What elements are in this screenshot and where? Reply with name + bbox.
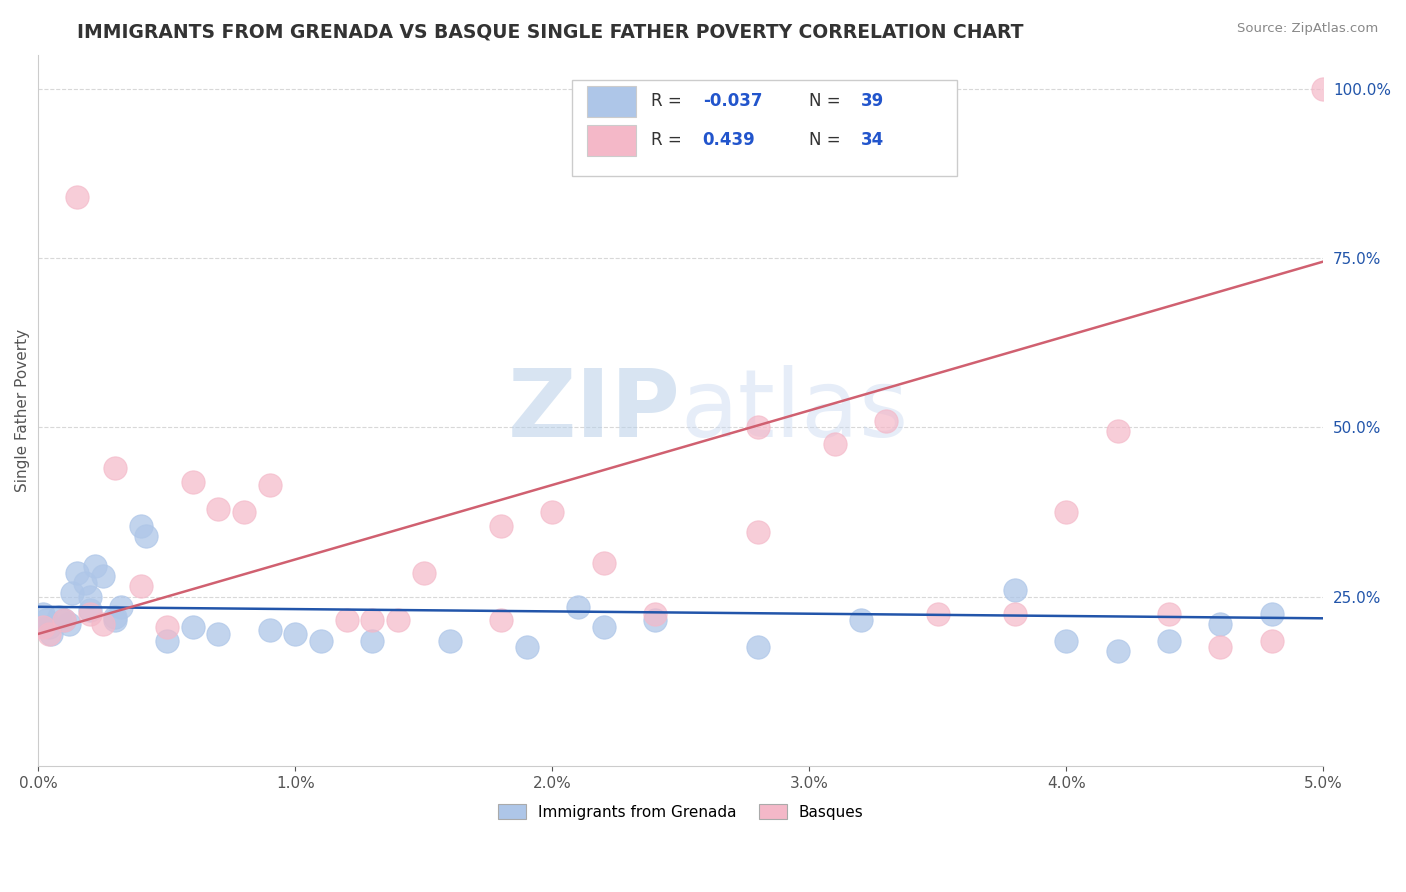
FancyBboxPatch shape (586, 125, 636, 156)
Point (284, 627, 307, 641)
Point (35, 613, 58, 627)
Point (39, 627, 62, 641)
Point (91, 616, 114, 631)
Point (66, 190, 89, 204)
Point (83, 559, 105, 574)
FancyBboxPatch shape (572, 80, 957, 176)
Point (32, 620, 55, 634)
Point (489, 518, 512, 533)
Point (259, 478, 281, 492)
FancyBboxPatch shape (586, 86, 636, 117)
Point (1107, 644, 1129, 658)
Point (232, 505, 254, 519)
Point (104, 610, 127, 624)
Point (73, 576, 96, 591)
Point (48, 610, 70, 624)
Point (644, 613, 666, 627)
Point (66, 566, 89, 580)
Point (79, 607, 101, 621)
Point (412, 566, 434, 580)
Point (387, 613, 409, 627)
Point (1157, 633, 1180, 648)
Point (747, 640, 769, 655)
Point (516, 640, 538, 655)
Point (110, 599, 132, 614)
Point (592, 556, 614, 570)
Legend: Immigrants from Grenada, Basques: Immigrants from Grenada, Basques (492, 797, 870, 826)
Point (58, 616, 80, 631)
Point (1261, 633, 1284, 648)
Point (361, 613, 384, 627)
Point (1107, 424, 1129, 438)
Point (53, 613, 76, 627)
Point (1157, 607, 1180, 621)
Point (1209, 616, 1232, 631)
Point (104, 613, 127, 627)
Point (1209, 640, 1232, 655)
Point (1261, 607, 1284, 621)
Point (181, 475, 204, 489)
Text: R =: R = (651, 131, 688, 150)
Point (489, 613, 512, 627)
Point (927, 607, 949, 621)
Point (541, 505, 564, 519)
Point (824, 437, 846, 451)
Point (849, 613, 872, 627)
Point (207, 501, 229, 516)
Point (592, 620, 614, 634)
Point (1004, 582, 1026, 597)
Text: N =: N = (810, 93, 846, 111)
Text: ZIP: ZIP (508, 365, 681, 457)
Point (207, 627, 229, 641)
Point (38, 627, 60, 641)
Point (567, 599, 589, 614)
Point (129, 580, 152, 594)
Point (875, 414, 897, 428)
Text: 0.439: 0.439 (703, 131, 755, 150)
Point (747, 525, 769, 540)
Point (1054, 505, 1077, 519)
Point (439, 633, 461, 648)
Point (91, 569, 114, 583)
Point (309, 633, 332, 648)
Point (129, 518, 152, 533)
Point (1054, 633, 1077, 648)
Y-axis label: Single Father Poverty: Single Father Poverty (15, 329, 30, 492)
Point (156, 633, 179, 648)
Point (135, 529, 157, 543)
Point (32, 607, 55, 621)
Point (1004, 607, 1026, 621)
Point (259, 624, 281, 638)
Point (38, 620, 60, 634)
Text: N =: N = (810, 131, 846, 150)
Text: atlas: atlas (681, 365, 910, 457)
Point (336, 613, 359, 627)
Point (644, 607, 666, 621)
Point (104, 461, 127, 475)
Text: R =: R = (651, 93, 688, 111)
Text: IMMIGRANTS FROM GRENADA VS BASQUE SINGLE FATHER POVERTY CORRELATION CHART: IMMIGRANTS FROM GRENADA VS BASQUE SINGLE… (77, 22, 1024, 41)
Text: 39: 39 (860, 93, 884, 111)
Point (156, 620, 179, 634)
Point (361, 633, 384, 648)
Text: 34: 34 (860, 131, 884, 150)
Point (79, 603, 101, 617)
Point (747, 420, 769, 434)
Text: Source: ZipAtlas.com: Source: ZipAtlas.com (1237, 22, 1378, 36)
Point (1312, 82, 1334, 96)
Point (79, 590, 101, 604)
Text: -0.037: -0.037 (703, 93, 762, 111)
Point (53, 613, 76, 627)
Point (181, 620, 204, 634)
Point (60, 586, 83, 600)
